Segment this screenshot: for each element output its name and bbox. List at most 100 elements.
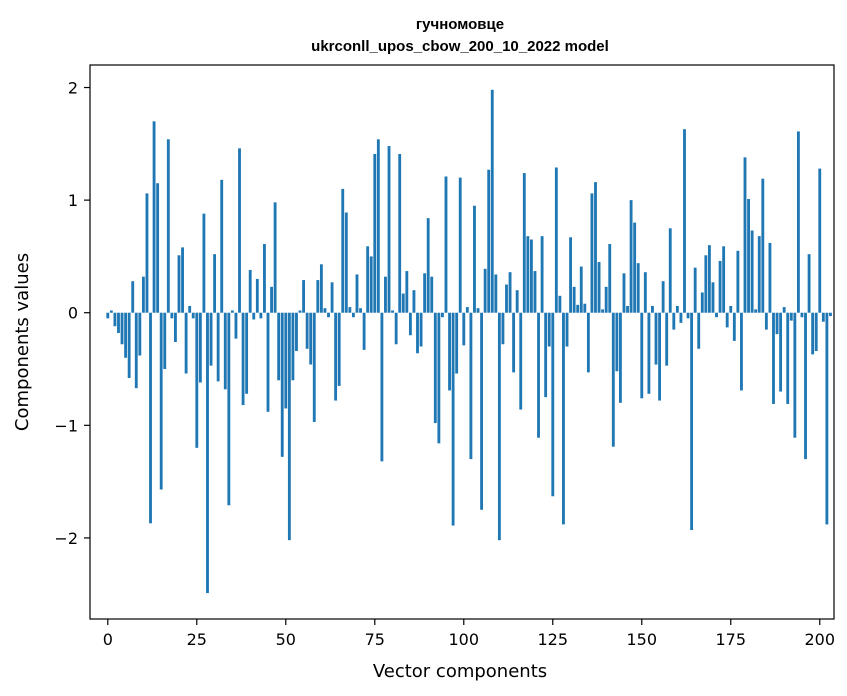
bar bbox=[352, 312, 355, 318]
bar bbox=[626, 305, 629, 313]
bar bbox=[159, 312, 163, 490]
bar bbox=[145, 193, 149, 313]
bar bbox=[679, 312, 683, 323]
bar bbox=[668, 228, 672, 313]
bar bbox=[227, 312, 231, 506]
bar bbox=[252, 312, 256, 320]
bar bbox=[305, 312, 309, 349]
bar bbox=[537, 312, 540, 438]
bar bbox=[782, 307, 786, 313]
bar bbox=[401, 293, 405, 313]
bar bbox=[729, 305, 733, 313]
bar bbox=[195, 312, 199, 448]
bar bbox=[295, 312, 298, 351]
bar bbox=[693, 267, 697, 313]
bar bbox=[134, 312, 138, 389]
bar bbox=[444, 176, 448, 313]
bar bbox=[291, 312, 295, 381]
bar bbox=[423, 273, 427, 313]
bar bbox=[675, 305, 679, 313]
bar bbox=[569, 237, 572, 313]
bar bbox=[618, 312, 622, 403]
bar bbox=[562, 312, 565, 525]
bar bbox=[373, 153, 377, 313]
bar bbox=[398, 153, 402, 313]
bar bbox=[654, 312, 658, 365]
bar bbox=[362, 312, 366, 350]
bar bbox=[202, 213, 206, 313]
bar bbox=[127, 312, 131, 379]
bar bbox=[156, 183, 160, 313]
bar bbox=[230, 310, 234, 313]
bar bbox=[601, 309, 605, 313]
bar bbox=[330, 282, 334, 313]
bar bbox=[647, 312, 651, 394]
bar bbox=[216, 312, 220, 382]
bar bbox=[120, 312, 124, 345]
bar bbox=[661, 281, 665, 313]
bar bbox=[259, 312, 263, 319]
bar bbox=[707, 245, 711, 313]
bar bbox=[686, 312, 690, 319]
bar bbox=[743, 157, 747, 313]
bar bbox=[494, 274, 498, 313]
bar bbox=[188, 305, 192, 313]
bar bbox=[633, 222, 637, 313]
bar bbox=[284, 312, 288, 409]
bar bbox=[814, 312, 818, 351]
bar bbox=[786, 312, 790, 404]
bar bbox=[722, 246, 726, 313]
bar bbox=[405, 271, 409, 313]
bar bbox=[469, 312, 473, 460]
bar bbox=[497, 312, 501, 541]
bar bbox=[704, 255, 708, 313]
bar bbox=[273, 202, 277, 313]
bar bbox=[152, 121, 156, 313]
bar bbox=[327, 312, 330, 318]
bar bbox=[768, 242, 772, 313]
bar bbox=[764, 312, 768, 330]
bar bbox=[359, 308, 362, 313]
bar bbox=[408, 312, 412, 336]
bar bbox=[529, 239, 533, 313]
bars-group bbox=[106, 89, 832, 594]
bar bbox=[829, 312, 832, 317]
bar bbox=[551, 312, 555, 497]
x-tick-label: 50 bbox=[276, 630, 296, 649]
bar bbox=[825, 312, 829, 525]
bar bbox=[540, 236, 544, 313]
bar bbox=[643, 272, 647, 313]
bar bbox=[757, 236, 761, 313]
bar bbox=[206, 312, 209, 594]
bar bbox=[344, 212, 348, 313]
bar bbox=[622, 273, 626, 313]
bar bbox=[131, 281, 135, 313]
bar bbox=[651, 305, 654, 313]
bar bbox=[287, 312, 291, 541]
bar bbox=[572, 286, 576, 313]
bar bbox=[270, 286, 273, 313]
bar bbox=[117, 312, 120, 333]
bar bbox=[640, 312, 644, 399]
bar bbox=[319, 264, 323, 313]
bar bbox=[241, 312, 245, 406]
bar bbox=[341, 188, 345, 313]
bar bbox=[807, 254, 811, 313]
bar bbox=[533, 271, 537, 313]
bar bbox=[505, 284, 508, 313]
bar bbox=[711, 282, 715, 313]
bar bbox=[804, 312, 807, 460]
bar bbox=[302, 280, 306, 313]
bar bbox=[430, 276, 434, 313]
bar bbox=[184, 312, 188, 374]
bar bbox=[280, 312, 284, 457]
bar bbox=[138, 312, 142, 356]
bar bbox=[658, 312, 661, 401]
bar bbox=[113, 312, 117, 327]
bar bbox=[697, 312, 701, 349]
x-tick-label: 125 bbox=[538, 630, 569, 649]
bar bbox=[594, 182, 597, 313]
chart-title: гучномовце bbox=[416, 16, 504, 33]
bar bbox=[387, 146, 391, 313]
